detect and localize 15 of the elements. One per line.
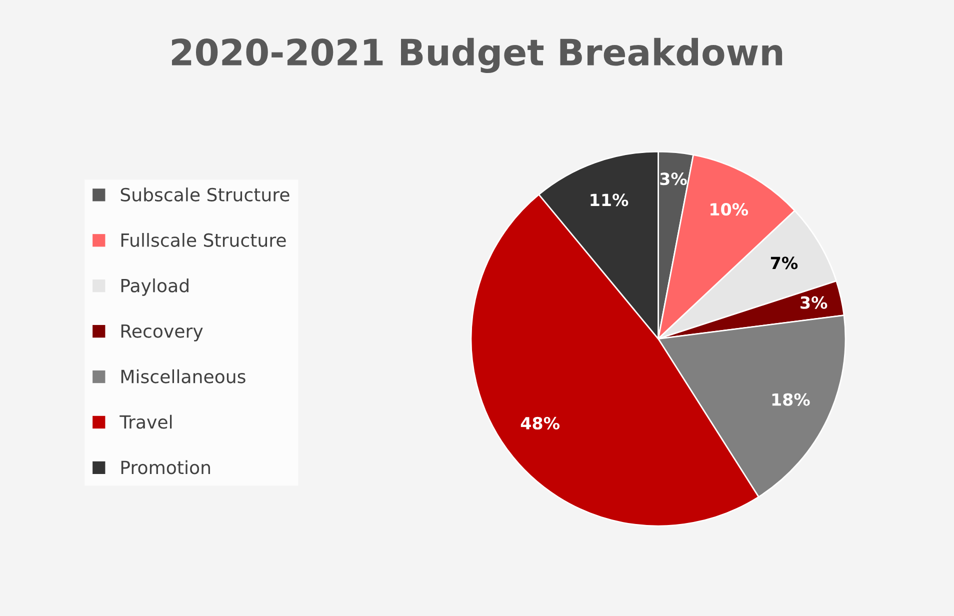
data-label: 10% [710,203,748,216]
legend-label: Recovery [121,324,203,342]
legend-label: Travel [120,414,172,429]
legend-label: Fullscale Structure [121,232,286,247]
chart-title: 2020-2021 Budget Breakdown [172,38,782,74]
legend-label: Miscellaneous [121,369,246,384]
data-label: 3% [800,296,828,309]
data-label: 3% [660,172,687,186]
data-label: 48% [520,416,560,430]
legend-label: Subscale Structure [120,188,290,202]
legend-label: Promotion [121,460,210,474]
data-label: 7% [770,256,798,270]
data-label: 18% [772,393,810,406]
data-label: 11% [590,194,628,206]
legend-label: Payload [121,278,188,296]
